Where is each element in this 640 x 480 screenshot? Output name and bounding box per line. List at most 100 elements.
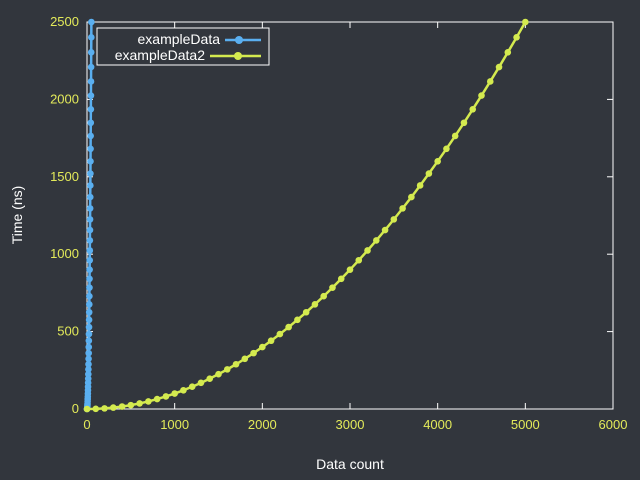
data-point-exampleData2: [101, 405, 108, 412]
legend: exampleData exampleData2: [96, 27, 270, 66]
data-point-exampleData2: [188, 383, 196, 391]
data-point-exampleData2: [162, 393, 170, 400]
data-point-exampleData: [85, 343, 93, 351]
data-point-exampleData2: [381, 226, 389, 234]
data-point-exampleData: [86, 205, 94, 212]
data-point-exampleData: [85, 316, 93, 324]
data-point-exampleData2: [276, 330, 284, 338]
data-point-exampleData2: [294, 316, 301, 324]
data-point-exampleData: [85, 360, 92, 368]
data-point-exampleData2: [92, 405, 100, 413]
data-point-exampleData2: [434, 158, 441, 165]
data-point-exampleData2: [127, 401, 135, 409]
data-point-exampleData: [86, 247, 94, 254]
data-point-exampleData2: [145, 398, 152, 405]
x-tick-label: 6000: [599, 417, 628, 432]
series-exampleData2: [83, 18, 529, 413]
y-tick-label: 0: [72, 401, 79, 416]
legend-label-exampleData: exampleData: [138, 31, 221, 47]
series-line-exampleData2: [86, 21, 527, 411]
data-point-exampleData: [87, 119, 95, 127]
data-point-exampleData2: [136, 400, 143, 407]
data-point-exampleData2: [495, 63, 503, 71]
data-point-exampleData2: [469, 106, 477, 113]
data-point-exampleData2: [180, 386, 187, 394]
data-point-exampleData: [85, 355, 92, 363]
data-point-exampleData: [87, 158, 94, 165]
y-tick-label: 500: [57, 324, 79, 339]
data-point-exampleData2: [171, 390, 178, 397]
data-point-exampleData2: [408, 193, 415, 201]
x-tick-label: 4000: [423, 417, 452, 432]
data-point-exampleData2: [460, 119, 468, 127]
y-tick-label: 2500: [50, 14, 79, 29]
data-point-exampleData2: [285, 323, 292, 331]
series-exampleData: [83, 18, 95, 413]
data-point-exampleData: [86, 216, 94, 223]
data-point-exampleData: [87, 92, 95, 99]
data-point-exampleData2: [110, 404, 117, 411]
y-axis-ticks: 0 500 1000 1500 2000 2500: [50, 14, 613, 416]
data-point-exampleData: [87, 145, 94, 153]
data-point-exampleData: [86, 284, 93, 291]
data-point-exampleData: [85, 370, 92, 378]
data-point-exampleData2: [522, 18, 529, 26]
data-point-exampleData2: [399, 205, 406, 212]
y-tick-label: 1500: [50, 169, 79, 184]
data-point-exampleData2: [425, 170, 433, 177]
data-point-exampleData: [87, 170, 94, 177]
data-point-exampleData2: [223, 366, 231, 373]
data-point-exampleData: [86, 275, 93, 283]
y-tick-label: 1000: [50, 246, 79, 261]
y-tick-label: 2000: [50, 91, 79, 106]
data-point-exampleData: [87, 132, 94, 140]
data-point-exampleData2: [346, 266, 354, 273]
data-point-exampleData: [87, 106, 95, 113]
data-point-exampleData: [86, 237, 94, 244]
data-point-exampleData2: [197, 379, 205, 387]
data-point-exampleData: [87, 182, 94, 189]
data-point-exampleData2: [355, 256, 363, 264]
data-point-exampleData: [86, 193, 94, 201]
data-point-exampleData2: [373, 237, 380, 244]
data-point-exampleData2: [241, 355, 249, 363]
data-point-exampleData: [85, 330, 93, 338]
data-point-exampleData2: [259, 343, 266, 351]
data-point-exampleData2: [329, 284, 336, 291]
data-point-exampleData2: [364, 247, 371, 254]
data-point-exampleData2: [390, 216, 398, 223]
data-point-exampleData2: [232, 360, 240, 368]
data-point-exampleData: [87, 78, 95, 85]
data-point-exampleData: [87, 49, 95, 56]
legend-marker-exampleData: [235, 36, 243, 44]
data-point-exampleData2: [416, 182, 424, 189]
data-point-exampleData: [88, 18, 95, 26]
data-point-exampleData: [85, 323, 93, 331]
data-point-exampleData2: [206, 375, 214, 382]
data-point-exampleData2: [478, 92, 485, 99]
x-tick-label: 5000: [511, 417, 540, 432]
data-point-exampleData2: [267, 337, 275, 345]
data-point-exampleData: [85, 308, 93, 316]
data-point-exampleData2: [337, 275, 345, 283]
data-point-exampleData2: [451, 132, 459, 140]
data-point-exampleData2: [443, 145, 450, 153]
data-point-exampleData2: [311, 301, 319, 308]
x-axis-label: Data count: [316, 456, 384, 472]
data-point-exampleData: [86, 292, 93, 300]
x-axis-ticks: 0 1000 2000 3000 4000 5000 6000: [83, 22, 627, 432]
data-point-exampleData2: [153, 395, 161, 403]
x-tick-label: 1000: [160, 417, 189, 432]
data-point-exampleData: [85, 337, 93, 345]
data-point-exampleData: [86, 266, 93, 273]
data-point-exampleData: [85, 301, 93, 308]
plot-frame: [86, 21, 614, 410]
x-tick-label: 0: [83, 417, 90, 432]
data-point-exampleData: [86, 226, 94, 234]
legend-label-exampleData2: exampleData2: [115, 47, 205, 63]
y-axis-label: Time (ns): [9, 186, 25, 245]
data-point-exampleData2: [513, 34, 520, 41]
data-point-exampleData2: [215, 370, 222, 378]
data-point-exampleData: [85, 349, 92, 357]
